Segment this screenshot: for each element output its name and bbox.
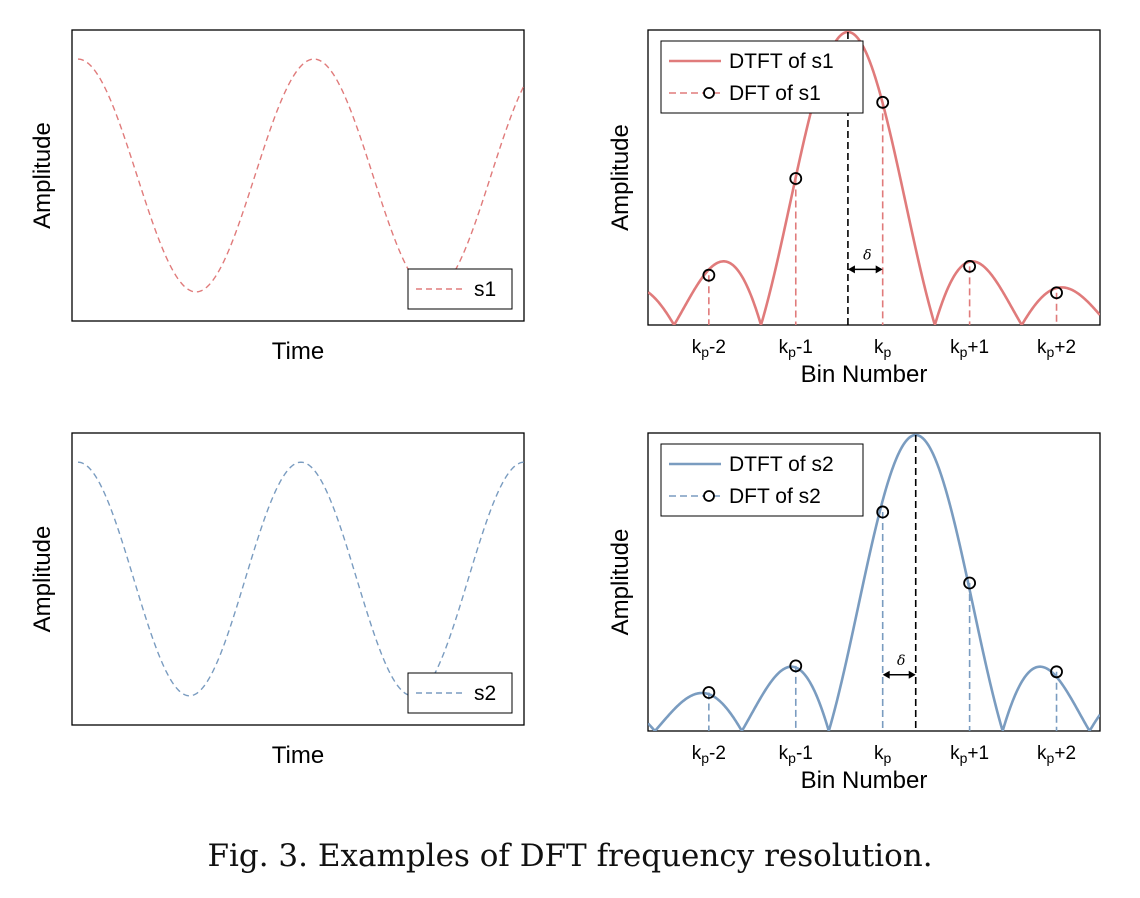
legend-box [660,443,864,517]
legend-label-dtft: DTFT of s2 [729,453,834,476]
legend-label-dft: DFT of s1 [729,82,821,105]
panel-time-s2: Amplitude Time s2 [29,432,525,769]
x-tick-label: kp [874,337,892,360]
plot-frame [71,29,525,322]
x-tick-label: kp-1 [779,743,813,766]
plot-frame [71,432,525,726]
legend-marker-dft [703,490,715,502]
delta-label: δ [897,653,905,669]
delta-label: δ [863,247,871,263]
y-axis-label: Amplitude [29,526,56,633]
series-line-s1 [77,58,524,293]
y-axis-label: Amplitude [607,529,634,636]
x-tick-label: kp+2 [1037,337,1076,360]
dft-point [789,172,803,185]
dtft-curve [648,30,1100,325]
x-axis-label: Time [272,742,324,769]
panel-time-s1: Amplitude Time s1 [29,29,525,365]
legend-marker-dft [703,87,715,99]
panel-freq-s2: Amplitude δ kp-2 kp-1 kp kp+1 kp+2 Bin Number DT… [607,432,1101,794]
x-axis-label: Time [272,338,324,365]
legend-label-dft: DFT of s2 [729,485,821,508]
dft-point [963,576,977,590]
panel-freq-s1: Amplitude δ kp-2 kp-1 kp kp+1 kp+2 Bin Number DT… [607,29,1101,388]
x-tick-label: kp-2 [692,743,726,766]
x-tick-label: kp+1 [950,743,989,766]
legend-box [660,40,864,114]
legend-label: s2 [474,682,496,705]
y-axis-label: Amplitude [607,124,634,231]
dft-point [702,686,716,699]
figure-caption: Fig. 3. Examples of DFT frequency resolu… [207,838,933,874]
delta-arrow [847,265,883,274]
figure: Amplitude Time s1 Amplitude δ kp-2 kp-1 kp kp+1 k… [29,29,1101,794]
dtft-curve [648,433,1100,731]
x-tick-label: kp-1 [779,337,813,360]
x-tick-label: kp-2 [692,337,726,360]
dft-point [876,505,890,519]
legend: s1 [407,268,513,310]
dft-point [702,268,716,282]
x-tick-label: kp [874,743,892,766]
plot-area [648,433,1100,731]
legend: DTFT of s1 DFT of s1 [660,40,864,114]
legend-label: s1 [474,278,496,301]
x-tick-label: kp+1 [950,337,989,360]
legend-box [407,268,513,310]
legend: s2 [407,672,513,714]
x-axis-label: Bin Number [801,361,928,388]
plot-frame [647,432,1101,732]
dft-point [876,95,890,109]
dft-point [1050,665,1063,679]
series-line-s2 [77,461,524,697]
x-tick-label: kp+2 [1037,743,1076,766]
delta-arrow [882,670,916,679]
x-axis-label: Bin Number [801,767,928,794]
legend: DTFT of s2 DFT of s2 [660,443,864,517]
dft-point [789,659,803,673]
plot-area [77,461,524,697]
dft-point [1050,286,1063,300]
plot-area [77,58,524,293]
legend-label-dtft: DTFT of s1 [729,50,834,73]
dft-point [963,259,977,273]
plot-frame [647,29,1101,326]
y-axis-label: Amplitude [29,122,56,229]
